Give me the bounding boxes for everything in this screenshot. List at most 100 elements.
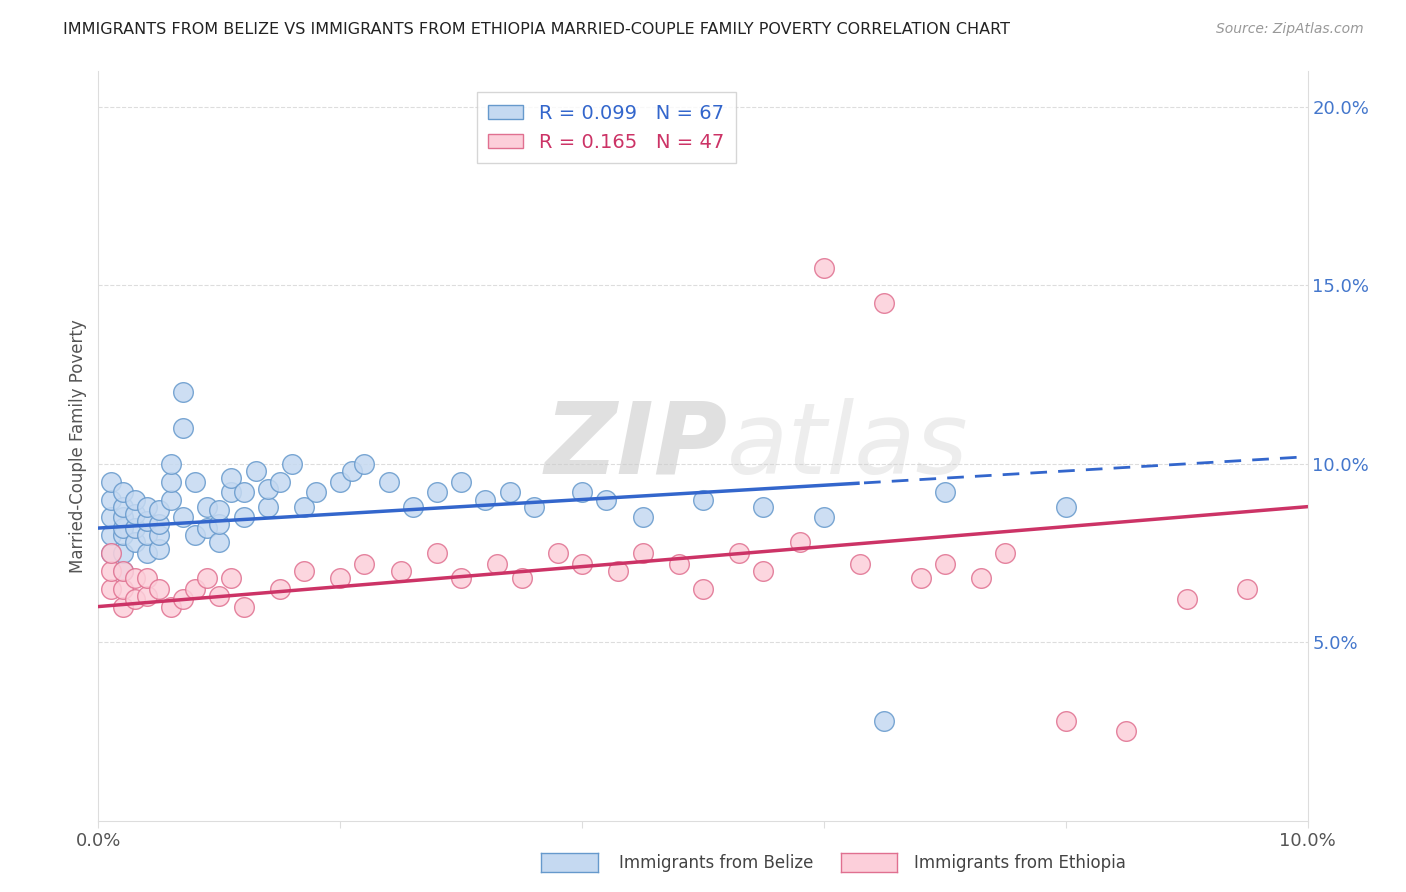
Point xyxy=(135,514,157,528)
Point xyxy=(353,457,375,471)
Point xyxy=(510,571,533,585)
Legend: R = 0.099   N = 67, R = 0.165   N = 47: R = 0.099 N = 67, R = 0.165 N = 47 xyxy=(477,92,735,163)
Point xyxy=(100,475,122,489)
Point xyxy=(498,485,520,500)
Point xyxy=(232,485,254,500)
Point xyxy=(1175,592,1198,607)
Point xyxy=(195,571,218,585)
Point xyxy=(148,517,170,532)
Point xyxy=(184,528,207,542)
Point xyxy=(450,571,472,585)
Point xyxy=(135,528,157,542)
Point xyxy=(232,510,254,524)
Point xyxy=(232,599,254,614)
Point xyxy=(256,500,278,514)
Point xyxy=(111,564,134,578)
Point xyxy=(111,500,134,514)
Point xyxy=(172,510,194,524)
Point xyxy=(873,296,896,310)
Point xyxy=(813,260,835,275)
Point xyxy=(195,500,218,514)
Point xyxy=(474,492,496,507)
Point xyxy=(148,528,170,542)
Point xyxy=(184,582,207,596)
Point xyxy=(970,571,993,585)
Point xyxy=(752,500,775,514)
Point xyxy=(111,564,134,578)
Point xyxy=(100,564,122,578)
Point xyxy=(571,557,593,571)
Point xyxy=(789,535,811,549)
Point xyxy=(1115,724,1137,739)
Point xyxy=(160,599,183,614)
Point xyxy=(111,521,134,535)
Point xyxy=(269,582,291,596)
Point xyxy=(124,521,146,535)
Point xyxy=(135,546,157,560)
Point xyxy=(135,500,157,514)
Point xyxy=(100,546,122,560)
Point xyxy=(571,485,593,500)
Point xyxy=(353,557,375,571)
Point xyxy=(849,557,872,571)
Point xyxy=(329,571,352,585)
Point xyxy=(124,535,146,549)
Point xyxy=(221,571,243,585)
Point xyxy=(208,535,231,549)
Point xyxy=(873,714,896,728)
Point xyxy=(148,582,170,596)
Point xyxy=(208,589,231,603)
Point xyxy=(486,557,509,571)
Point xyxy=(450,475,472,489)
Point xyxy=(281,457,304,471)
Point xyxy=(148,542,170,557)
Point xyxy=(607,564,630,578)
Point xyxy=(221,485,243,500)
Text: Immigrants from Belize: Immigrants from Belize xyxy=(619,855,813,872)
Point xyxy=(208,517,231,532)
Point xyxy=(100,492,122,507)
Point xyxy=(426,485,449,500)
Point xyxy=(692,492,714,507)
Point xyxy=(256,482,278,496)
Point xyxy=(160,475,183,489)
Point xyxy=(160,457,183,471)
Point xyxy=(547,546,569,560)
Point xyxy=(172,592,194,607)
Point xyxy=(342,464,364,478)
Point xyxy=(631,510,654,524)
Point xyxy=(208,503,231,517)
Point xyxy=(292,564,315,578)
Point xyxy=(329,475,352,489)
Point xyxy=(111,528,134,542)
Point xyxy=(221,471,243,485)
Point xyxy=(245,464,267,478)
Point xyxy=(135,589,157,603)
Point xyxy=(184,475,207,489)
Point xyxy=(124,592,146,607)
Point xyxy=(813,510,835,524)
Point xyxy=(269,475,291,489)
Point xyxy=(910,571,932,585)
Point xyxy=(100,510,122,524)
Point xyxy=(402,500,425,514)
Point xyxy=(111,510,134,524)
Text: atlas: atlas xyxy=(727,398,969,494)
Point xyxy=(111,582,134,596)
Point xyxy=(111,485,134,500)
Point xyxy=(124,492,146,507)
Point xyxy=(1054,500,1077,514)
Point xyxy=(728,546,751,560)
Point xyxy=(934,485,956,500)
Point xyxy=(595,492,617,507)
Point xyxy=(111,546,134,560)
Y-axis label: Married-Couple Family Poverty: Married-Couple Family Poverty xyxy=(69,319,87,573)
Point xyxy=(752,564,775,578)
Text: Immigrants from Ethiopia: Immigrants from Ethiopia xyxy=(914,855,1126,872)
Point xyxy=(523,500,546,514)
Point xyxy=(172,421,194,435)
Point xyxy=(124,571,146,585)
Text: ZIP: ZIP xyxy=(544,398,727,494)
Point xyxy=(389,564,412,578)
Point xyxy=(1236,582,1258,596)
